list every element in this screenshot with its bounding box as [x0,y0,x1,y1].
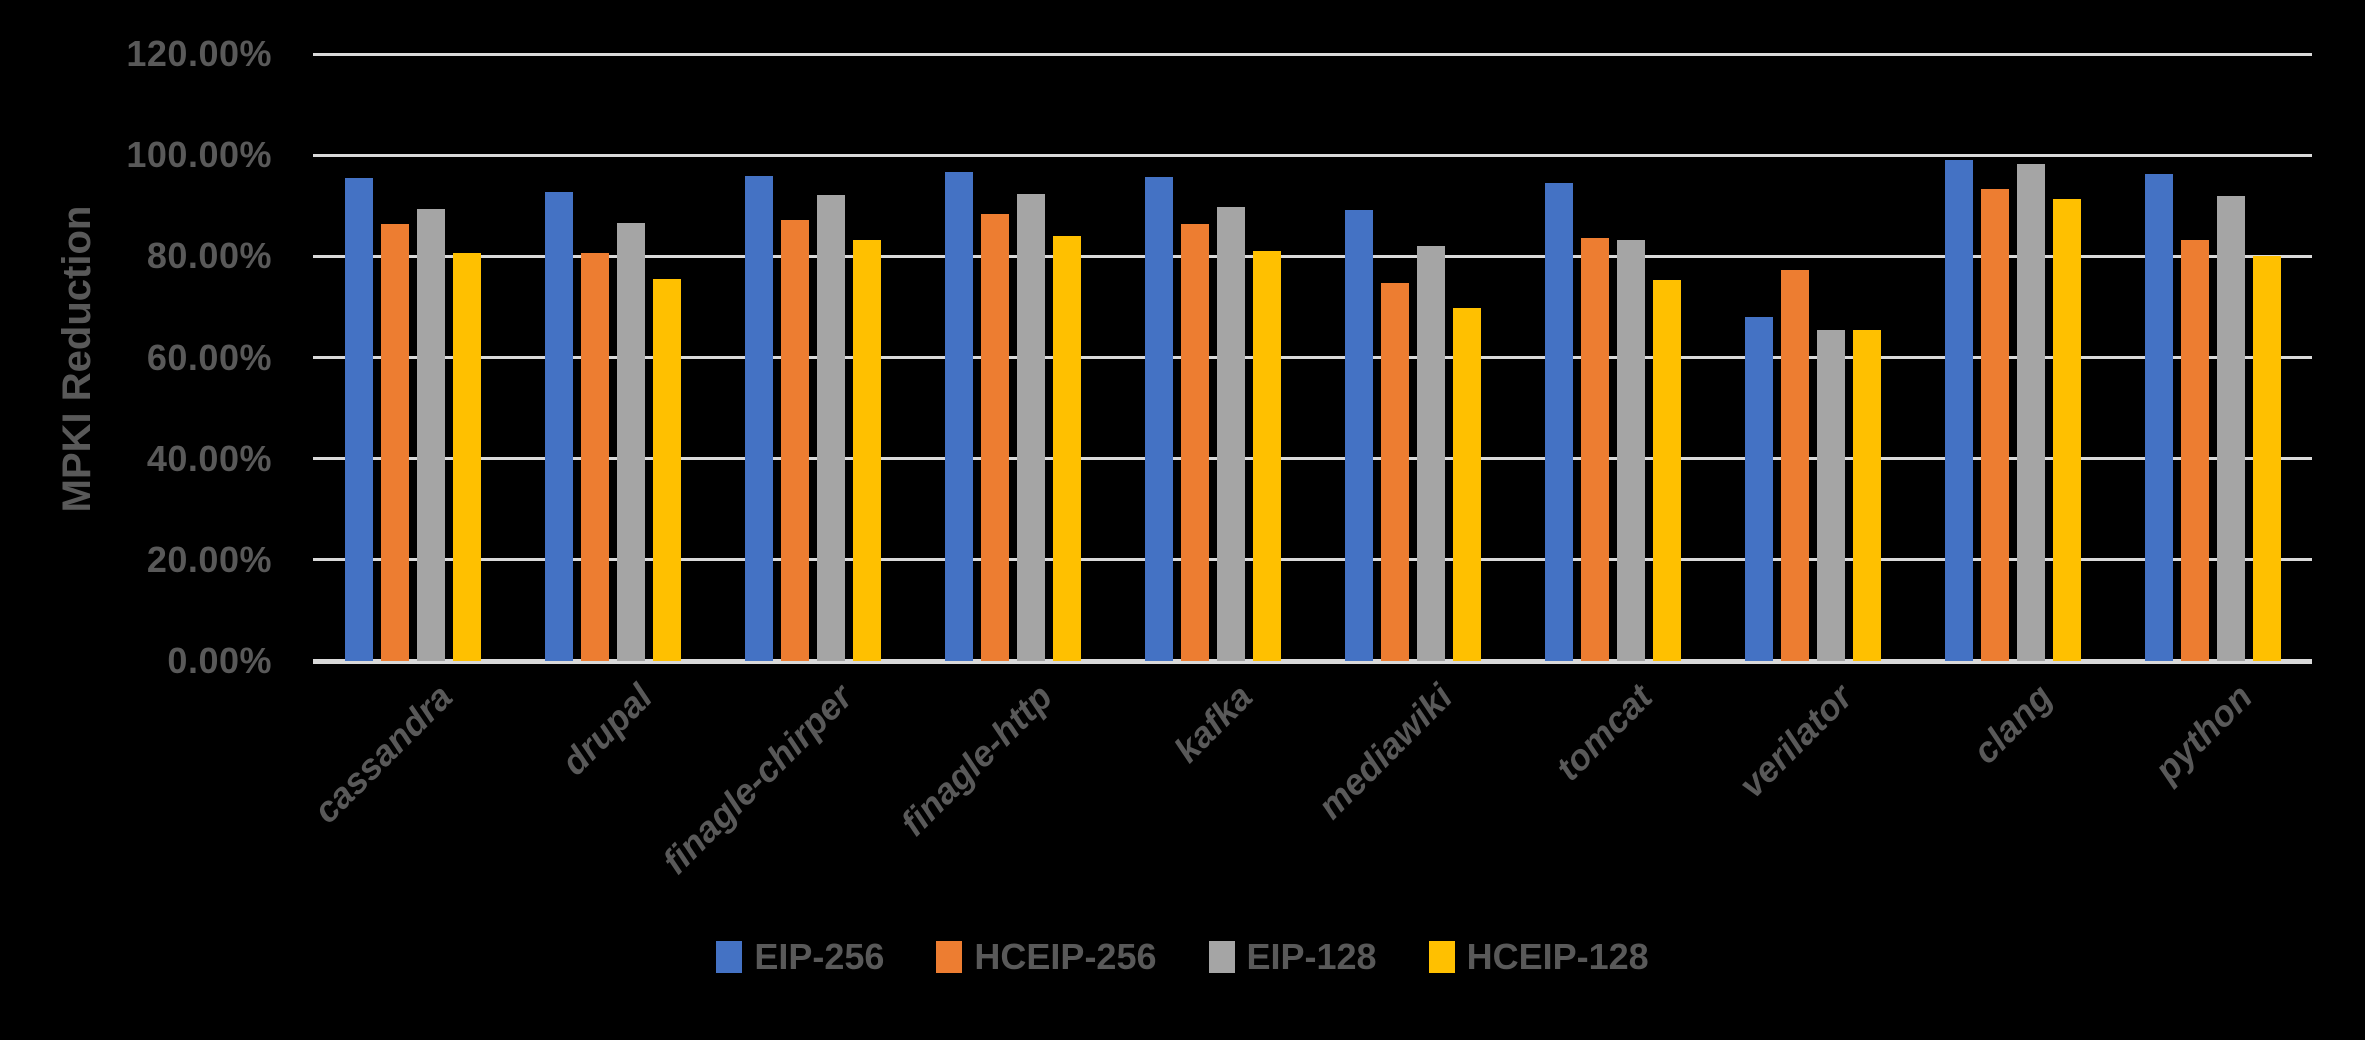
legend-item: HCEIP-256 [936,936,1157,978]
x-axis-label: python [2146,676,2260,790]
bar [417,208,445,661]
bar [853,240,881,661]
legend-marker [1428,941,1455,973]
gridline-20 [313,558,2312,562]
bar [617,223,645,661]
bar [1417,246,1445,661]
gridline-120 [313,52,2312,56]
bar [1817,330,1845,661]
bar [1617,239,1645,661]
bar [1545,183,1573,661]
bar [2017,163,2045,661]
legend-marker [936,941,963,973]
gridline-60 [313,356,2312,359]
legend: EIP-256 HCEIP-256 EIP-128 HCEIP-128 [0,936,2365,978]
bar [653,278,681,661]
bar [2181,240,2209,661]
y-tick-label: 80.00% [146,235,272,277]
legend-label: HCEIP-128 [1466,936,1649,977]
y-tick-label: 120.00% [126,33,272,74]
bar [1981,189,2009,661]
x-axis-label: clang [1964,676,2060,772]
legend-marker [1208,941,1235,973]
bar [1181,224,1209,661]
bar [453,252,481,661]
legend-label: HCEIP-256 [974,936,1157,977]
bar [381,223,409,661]
y-tick-label: 100.00% [126,134,272,176]
x-axis-label: kafka [1165,676,1260,771]
bar [1381,282,1409,661]
legend-item: HCEIP-128 [1428,936,1649,978]
bar [745,175,773,661]
gridline-100 [313,153,2312,157]
bar [1053,236,1081,661]
x-axis-label: finagle-http [892,676,1060,844]
bar [981,213,1009,661]
gridline-0 [313,658,2312,664]
bar [2253,255,2281,661]
x-axis-label: verilator [1730,676,1860,806]
bar [2053,198,2081,661]
x-axis-label: tomcat [1547,676,1660,789]
bar [781,220,809,661]
y-tick-label: 0.00% [167,640,272,681]
plot-area [313,52,2312,664]
bar [1017,194,1045,661]
bar [1581,237,1609,661]
bar [1253,250,1281,661]
gridline-40 [313,457,2312,461]
y-tick-label: 20.00% [146,538,272,580]
bar [817,195,845,661]
bar [1453,307,1481,661]
legend-item: EIP-256 [716,936,884,978]
gridline-80 [313,254,2312,258]
bar [2217,196,2245,661]
x-axis-label: finagle-chirper [654,676,860,882]
legend-label: EIP-128 [1246,936,1377,977]
bar [1853,329,1881,661]
legend-marker [716,941,743,973]
bar [1745,317,1773,661]
bar [1945,159,1973,661]
bar [945,171,973,661]
bar [1145,176,1173,661]
legend-item: EIP-128 [1208,936,1377,978]
bar [581,252,609,661]
y-tick-label: 60.00% [146,336,272,378]
x-axis-label: cassandra [305,676,460,831]
legend-label: EIP-256 [754,936,885,977]
y-tick-label: 40.00% [146,437,272,479]
x-axis-label: mediawiki [1309,676,1460,827]
bar [345,177,373,661]
bar [2145,173,2173,661]
bar [1345,209,1373,661]
bar [1781,270,1809,661]
x-axis-label: drupal [553,676,660,783]
bar [1653,279,1681,661]
bar [545,192,573,661]
bar [1217,207,1245,661]
